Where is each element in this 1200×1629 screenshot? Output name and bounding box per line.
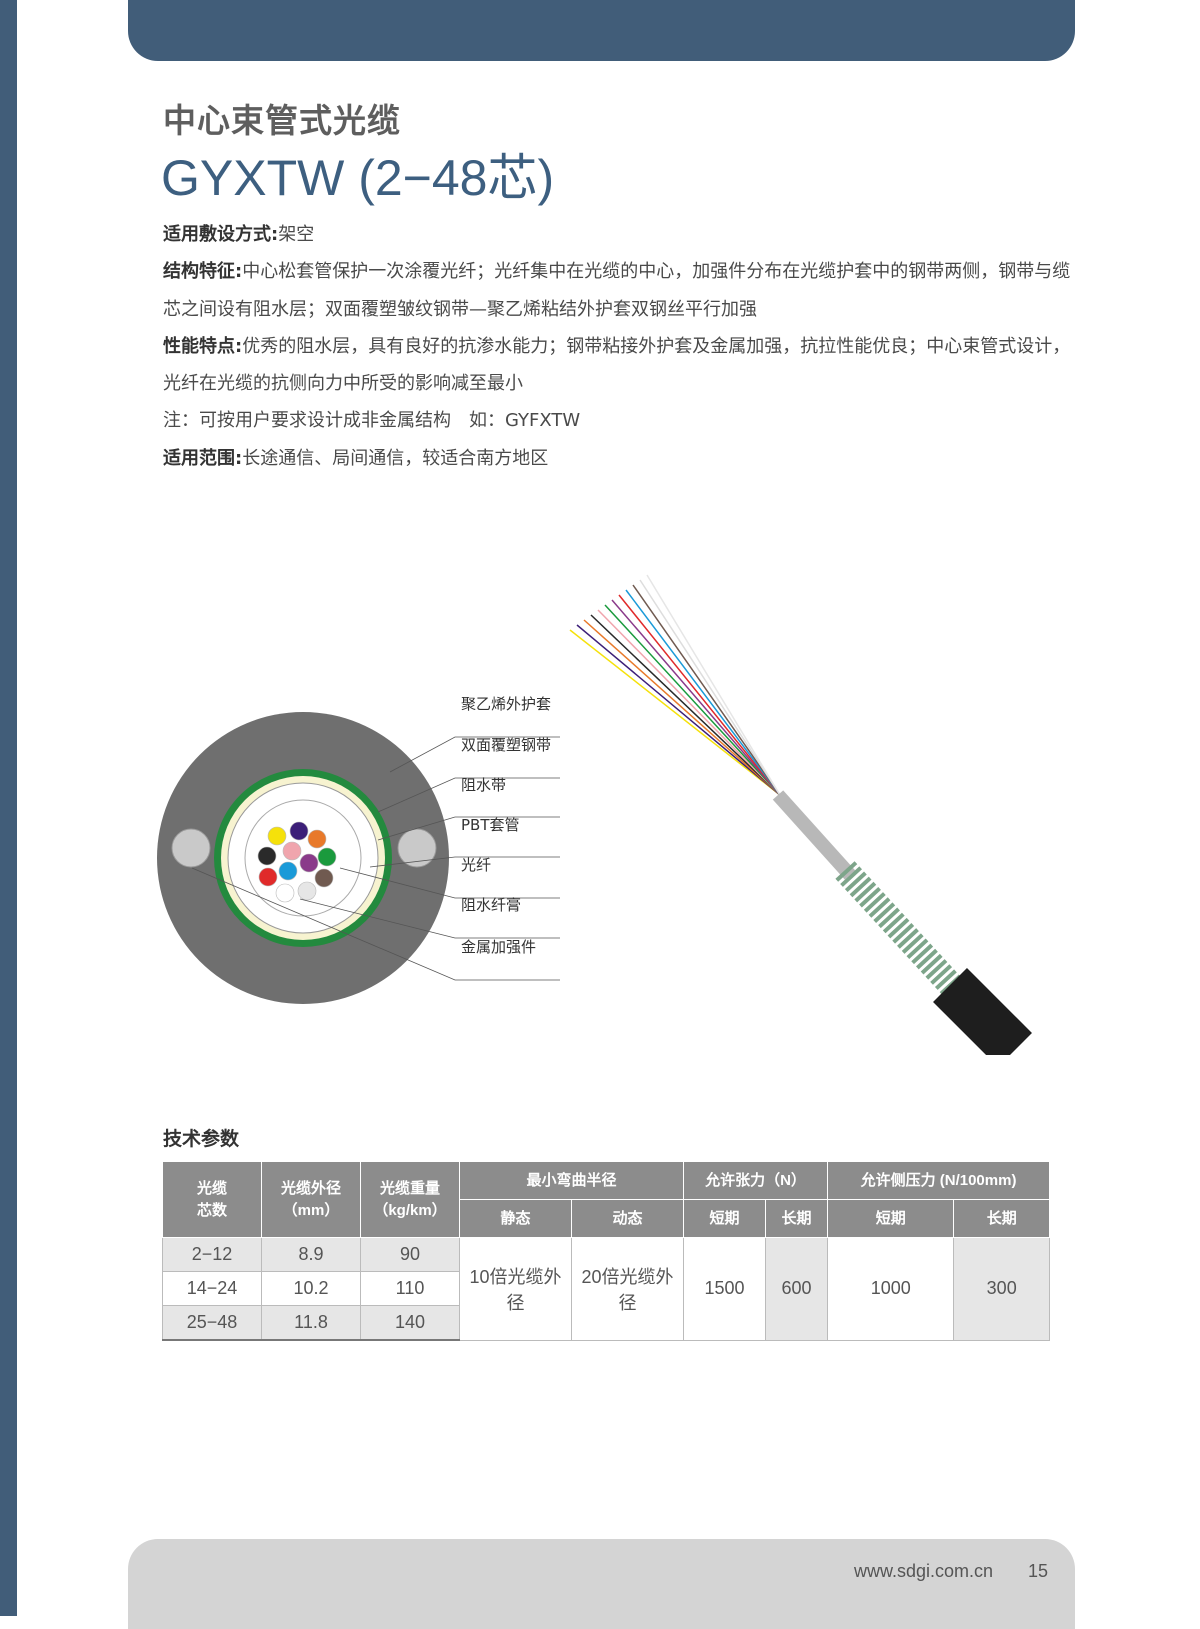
- cable-fiber: [611, 599, 781, 796]
- fibers: [257, 821, 337, 903]
- th-static: 静态: [459, 1199, 572, 1238]
- desc-laying: 适用敷设方式:架空: [163, 224, 315, 245]
- th-dynamic: 动态: [571, 1199, 684, 1238]
- table-row: 2−12 8.9 90 10倍光缆外径 20倍光缆外径 1500 600 100…: [162, 1237, 1050, 1341]
- th-crush-long: 长期: [953, 1199, 1050, 1238]
- cell-crush-short: 1000: [827, 1237, 955, 1341]
- cell-bend-dynamic: 20倍光缆外径: [571, 1237, 684, 1341]
- cell-weight: 140: [360, 1305, 460, 1341]
- model-title: GYXTW (2−48芯): [161, 150, 555, 206]
- cable-fiber: [618, 594, 781, 796]
- desc-scope: 适用范围:长途通信、局间通信，较适合南方地区: [163, 447, 549, 469]
- cable-fiber: [569, 629, 781, 796]
- fiber: [267, 826, 287, 846]
- section-title: 技术参数: [163, 1128, 240, 1150]
- cell-cores: 2−12: [162, 1237, 262, 1272]
- strength-member-left: [171, 828, 211, 868]
- th-cores: 光缆 芯数: [162, 1161, 262, 1238]
- footer-bar: www.sdgi.com.cn 15: [128, 1539, 1075, 1629]
- fiber: [317, 847, 337, 867]
- cable-fiber: [632, 584, 781, 796]
- page-title: 中心束管式光缆: [163, 101, 401, 140]
- cable-tube: [772, 790, 856, 880]
- leader-lines: [191, 736, 560, 981]
- fiber: [314, 868, 334, 888]
- cable-fibers: [569, 574, 781, 796]
- fiber: [297, 881, 317, 901]
- table-row: 14−24 10.2 110: [162, 1271, 1050, 1306]
- cable-fiber: [604, 604, 781, 796]
- cell-diameter: 10.2: [261, 1271, 361, 1306]
- cable-fiber: [583, 619, 781, 796]
- side-stripe: [0, 0, 17, 1616]
- th-tension-short: 短期: [682, 1199, 767, 1238]
- th-weight: 光缆重量 （kg/km）: [360, 1161, 460, 1238]
- th-bend: 最小弯曲半径: [459, 1161, 684, 1200]
- fiber: [299, 853, 319, 873]
- header-bar: [128, 0, 1075, 61]
- cross-section-svg: [157, 712, 560, 1004]
- cable-fiber: [576, 624, 781, 796]
- th-tension: 允许张力（N）: [682, 1161, 829, 1200]
- cable-illustration: [569, 574, 1032, 1055]
- label-pbt-tube: PBT套管: [461, 816, 520, 834]
- cross-section-diagram: 聚乙烯外护套 双面覆塑钢带 阻水带 PBT套管 光纤 阻水纤膏 金属加强件: [150, 695, 570, 1010]
- fiber: [258, 867, 278, 887]
- website-link[interactable]: www.sdgi.com.cn: [854, 1561, 994, 1581]
- label-gel: 阻水纤膏: [461, 896, 522, 914]
- th-crush-short: 短期: [827, 1199, 955, 1238]
- label-strength-member: 金属加强件: [461, 938, 537, 956]
- cell-tension-long: 600: [765, 1237, 829, 1341]
- desc-note: 注：可按用户要求设计成非金属结构 如：GYFXTW: [163, 410, 581, 432]
- label-steel-tape: 双面覆塑钢带: [461, 736, 552, 754]
- table-row: 25−48 11.8 140: [162, 1305, 1050, 1341]
- th-tension-long: 长期: [765, 1199, 829, 1238]
- cell-weight: 110: [360, 1271, 460, 1306]
- th-diameter: 光缆外径 （mm）: [261, 1161, 361, 1238]
- desc-structure: 结构特征:中心松套管保护一次涂覆光纤；光纤集中在光缆的中心，加强件分布在光缆护套…: [163, 261, 1071, 320]
- cell-cores: 14−24: [162, 1271, 262, 1306]
- fiber: [278, 861, 298, 881]
- strength-member-right: [397, 828, 437, 868]
- cable-jacket: [933, 968, 1032, 1055]
- cell-bend-static: 10倍光缆外径: [459, 1237, 572, 1341]
- cell-tension-short: 1500: [682, 1237, 767, 1341]
- cell-diameter: 11.8: [261, 1305, 361, 1341]
- fiber: [282, 841, 302, 861]
- cell-diameter: 8.9: [261, 1237, 361, 1272]
- cable-fiber: [597, 609, 781, 796]
- cable-armor: [835, 861, 970, 1004]
- fiber: [307, 829, 327, 849]
- cell-weight: 90: [360, 1237, 460, 1272]
- label-pe-sheath: 聚乙烯外护套: [461, 695, 552, 713]
- fiber: [289, 821, 309, 841]
- label-fiber: 光纤: [461, 856, 492, 874]
- desc-performance: 性能特点:优秀的阻水层，具有良好的抗渗水能力；钢带粘接外护套及金属加强，抗拉性能…: [163, 335, 1071, 395]
- fiber: [257, 846, 277, 866]
- cell-cores: 25−48: [162, 1305, 262, 1341]
- cell-crush-long: 300: [953, 1237, 1050, 1341]
- spec-table: 光缆 芯数 光缆外径 （mm） 光缆重量 （kg/km） 最小弯曲半径 允许张力…: [162, 1161, 1050, 1341]
- cable-fiber: [625, 589, 781, 796]
- label-water-tape: 阻水带: [461, 776, 507, 794]
- cable-fiber: [590, 614, 781, 796]
- cable-fiber: [639, 579, 781, 796]
- page-number: 15: [1028, 1561, 1049, 1581]
- cable-fiber: [646, 574, 781, 796]
- description: 适用敷设方式:架空 结构特征:中心松套管保护一次涂覆光纤；光纤集中在光缆的中心，…: [163, 216, 1073, 477]
- th-crush: 允许侧压力 (N/100mm): [827, 1161, 1050, 1200]
- gel-boundary: [244, 799, 362, 917]
- fiber: [275, 883, 295, 903]
